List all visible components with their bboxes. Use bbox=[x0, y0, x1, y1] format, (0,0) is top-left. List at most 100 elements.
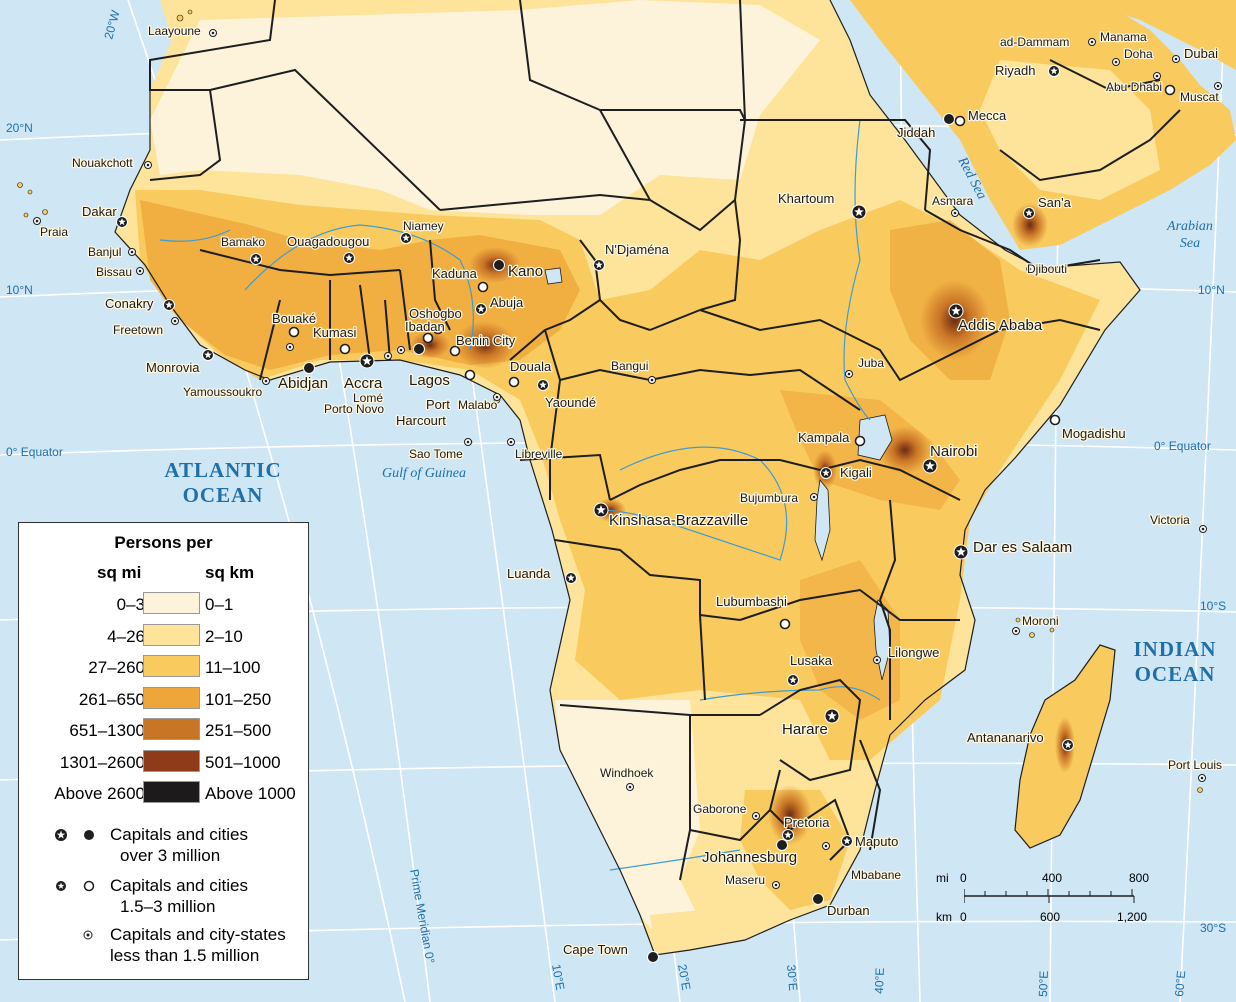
city-addis-ababa: Addis Ababa bbox=[958, 317, 1043, 334]
city-marker bbox=[359, 353, 375, 369]
legend-class-row: 4–26 2–10 bbox=[19, 623, 308, 650]
city-kaduna: Kaduna bbox=[432, 266, 478, 281]
legend-color-swatch bbox=[143, 749, 200, 772]
city-marker bbox=[782, 829, 794, 841]
city-marker bbox=[648, 376, 656, 384]
city-marker bbox=[493, 393, 501, 401]
city-marker bbox=[820, 467, 832, 479]
city-victoria: Victoria bbox=[1150, 513, 1190, 527]
city-marker bbox=[343, 252, 355, 264]
legend-class-mi: 4–26 bbox=[107, 626, 145, 646]
lon-20e: 20°E bbox=[675, 963, 693, 991]
legend-class-row: Above 2600 Above 1000 bbox=[19, 781, 308, 807]
legend-class-mi: 261–650 bbox=[78, 689, 145, 709]
legend-color-swatch bbox=[143, 592, 200, 614]
city-marker bbox=[209, 29, 217, 37]
scale-km-1200: 1,200 bbox=[1117, 910, 1148, 924]
city-bissau: Bissau bbox=[96, 265, 132, 279]
city-marker bbox=[262, 377, 270, 385]
indian-label-2: OCEAN bbox=[1135, 662, 1216, 686]
city-pretoria: Pretoria bbox=[784, 815, 830, 830]
lat-20n-left: 20°N bbox=[6, 121, 33, 135]
city-marker bbox=[954, 115, 966, 127]
legend-class-mi: 0–3 bbox=[116, 595, 145, 614]
legend-class-row: 1301–2600 501–1000 bbox=[19, 749, 308, 776]
city-nairobi: Nairobi bbox=[930, 443, 978, 460]
legend-title: Persons per bbox=[114, 533, 213, 552]
city-muscat: Muscat bbox=[1180, 90, 1219, 104]
city-marker bbox=[1062, 739, 1074, 751]
city-marker bbox=[116, 216, 128, 228]
atlantic-label-1: ATLANTIC bbox=[164, 458, 281, 482]
city-kano: Kano bbox=[508, 263, 543, 280]
legend-class-row: 651–1300 251–500 bbox=[19, 718, 308, 744]
city-bangui: Bangui bbox=[611, 359, 648, 373]
city-freetown: Freetown bbox=[113, 323, 163, 337]
city-conakry: Conakry bbox=[105, 296, 154, 311]
scale-mi-800: 800 bbox=[1129, 871, 1150, 885]
city-abu-dhabi: Abu Dhabi bbox=[1106, 80, 1162, 94]
city-kumasi: Kumasi bbox=[313, 325, 356, 340]
arabian-sea-label-2: Sea bbox=[1180, 236, 1200, 251]
city-marker bbox=[824, 708, 840, 724]
city-marker bbox=[413, 343, 425, 355]
legend-class-row: 0–3 0–1 bbox=[19, 592, 308, 618]
city-porto-novo: Porto Novo bbox=[324, 402, 384, 416]
city-cape-town: Cape Town bbox=[563, 942, 628, 957]
legend-color-swatch bbox=[143, 718, 200, 740]
scale-bar: mi 0 400 800 km 0 600 1,200 bbox=[936, 868, 1149, 938]
city-marker bbox=[593, 502, 609, 518]
legend-symbol-large-line1: Capitals and cities bbox=[110, 825, 248, 844]
city-nouakchott: Nouakchott bbox=[72, 156, 133, 170]
legend-class-km: 101–250 bbox=[205, 689, 272, 709]
city-yamoussoukro: Yamoussoukro bbox=[183, 385, 262, 399]
city-marker bbox=[1049, 414, 1061, 426]
city-marker bbox=[508, 376, 520, 388]
city-marker bbox=[477, 281, 489, 293]
city-marker bbox=[202, 349, 214, 361]
city-malabo: Malabo bbox=[458, 398, 498, 412]
city-marker bbox=[565, 572, 577, 584]
city-port-louis: Port Louis bbox=[1168, 758, 1222, 772]
city-marker bbox=[1153, 72, 1161, 80]
city-marker bbox=[943, 113, 955, 125]
city-monrovia: Monrovia bbox=[146, 360, 200, 375]
city-maseru: Maseru bbox=[725, 873, 765, 887]
city-abuja: Abuja bbox=[490, 295, 524, 310]
lon-40e: 40°E bbox=[872, 967, 887, 994]
city-sao-tome: Sao Tome bbox=[409, 447, 463, 461]
city-marker bbox=[951, 209, 959, 217]
legend-symbol-small-line1: Capitals and city-states bbox=[110, 925, 286, 944]
scale-km-600: 600 bbox=[1040, 910, 1061, 924]
city-marker bbox=[873, 656, 881, 664]
legend-symbol-medium-line2: 1.5–3 million bbox=[120, 897, 216, 916]
scale-mi-label: mi bbox=[936, 871, 949, 885]
city-marker bbox=[841, 835, 853, 847]
city-marker bbox=[1164, 84, 1176, 96]
city-banjul: Banjul bbox=[88, 245, 121, 259]
city-durban: Durban bbox=[827, 903, 870, 918]
city-laayoune: Laayoune bbox=[148, 24, 201, 38]
city-dar-es-salaam: Dar es Salaam bbox=[973, 539, 1072, 556]
city-marker bbox=[128, 248, 136, 256]
city-luanda: Luanda bbox=[507, 566, 551, 581]
city-mecca: Mecca bbox=[968, 108, 1007, 123]
scale-km-0: 0 bbox=[960, 910, 967, 924]
legend-symbol-large-line2: over 3 million bbox=[120, 846, 221, 865]
city-marker bbox=[787, 674, 799, 686]
city-moroni: Moroni bbox=[1022, 614, 1059, 628]
city-marker bbox=[288, 326, 300, 338]
city-kinshasa: Kinshasa-Brazzaville bbox=[609, 512, 748, 529]
city-marker bbox=[922, 458, 938, 474]
legend-class-row: 261–650 101–250 bbox=[19, 686, 308, 713]
lon-10e: 10°E bbox=[549, 963, 567, 991]
city-marker bbox=[776, 839, 788, 851]
city-marker bbox=[1012, 627, 1020, 635]
city-dubai: Dubai bbox=[1184, 46, 1218, 61]
equator-left: 0° Equator bbox=[6, 445, 63, 459]
lat-10s-right: 10°S bbox=[1200, 599, 1226, 613]
city-lome: Lomé bbox=[353, 391, 383, 405]
city-marker bbox=[593, 259, 605, 271]
city-marker bbox=[537, 379, 549, 391]
city-kampala: Kampala bbox=[798, 430, 850, 445]
